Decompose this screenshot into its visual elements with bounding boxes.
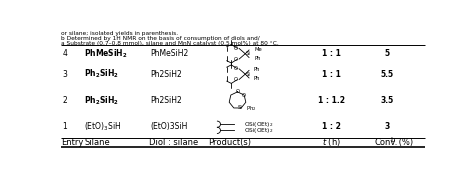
Text: Diol : silane: Diol : silane [149,138,199,147]
Text: 3.5: 3.5 [381,96,394,105]
Text: Conv.: Conv. [374,138,398,147]
Text: 5.5: 5.5 [381,70,394,79]
Text: O: O [234,46,237,51]
Text: $\mathbf{PhMeSiH_2}$: $\mathbf{PhMeSiH_2}$ [84,47,128,60]
Text: OSi(OEt)$_2$: OSi(OEt)$_2$ [244,126,273,135]
Text: (EtO)$_3$SiH: (EtO)$_3$SiH [84,120,121,133]
Text: Ph2SiH2: Ph2SiH2 [150,70,182,79]
Text: $\mathbf{Ph_2SiH_2}$: $\mathbf{Ph_2SiH_2}$ [84,94,119,107]
Text: Product(s): Product(s) [208,138,251,147]
Text: Ph: Ph [254,67,260,72]
Text: (EtO)3SiH: (EtO)3SiH [150,122,187,131]
Text: Si: Si [238,105,243,110]
Text: Ph$_2$: Ph$_2$ [246,104,256,113]
Text: 4: 4 [63,49,67,58]
Text: or silane; isolated yields in parenthesis.: or silane; isolated yields in parenthesi… [61,31,178,36]
Text: O: O [242,93,246,98]
Text: O: O [236,89,239,94]
Text: Si: Si [246,51,251,56]
Text: $\mathbf{Ph_2SiH_2}$: $\mathbf{Ph_2SiH_2}$ [84,68,119,80]
Text: O: O [234,57,237,62]
Text: b: b [391,137,395,143]
Text: 2: 2 [63,96,67,105]
Text: OSi(OEt)$_2$: OSi(OEt)$_2$ [244,120,273,129]
Text: Ph: Ph [254,76,260,81]
Text: 1 : 1: 1 : 1 [322,49,341,58]
Text: 1 : 1.2: 1 : 1.2 [318,96,345,105]
Text: (%): (%) [396,138,413,147]
Text: b Determined by 1H NMR on the basis of consumption of diols and/: b Determined by 1H NMR on the basis of c… [61,36,260,41]
Text: Me: Me [255,47,262,52]
Text: Ph: Ph [255,56,261,61]
Text: $t$ (h): $t$ (h) [322,136,341,148]
Text: Silane: Silane [84,138,110,147]
Text: 1 : 1: 1 : 1 [322,70,341,79]
Text: 5: 5 [385,49,390,58]
Text: PhMeSiH2: PhMeSiH2 [150,49,188,58]
Text: O: O [234,66,237,71]
Text: 1: 1 [63,122,67,131]
Text: 1 : 2: 1 : 2 [322,122,341,131]
Text: a Substrate (0.7–0.8 mmol), silane and MnN catalyst (0.5 mol%) at 80 °C.: a Substrate (0.7–0.8 mmol), silane and M… [61,41,279,46]
Text: Entry: Entry [62,138,84,147]
Text: O: O [234,77,237,82]
Text: 3: 3 [63,70,67,79]
Text: Si: Si [246,72,251,77]
Text: 3: 3 [385,122,390,131]
Text: Ph2SiH2: Ph2SiH2 [150,96,182,105]
